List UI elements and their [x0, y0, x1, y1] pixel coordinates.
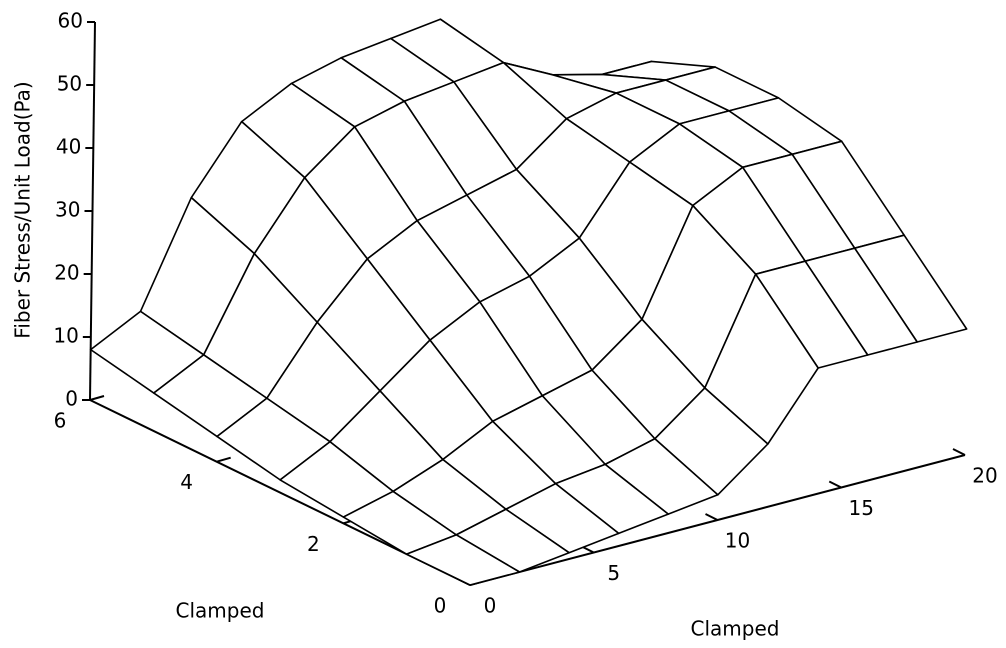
x-tick-label: 20 — [972, 464, 997, 488]
z-tick-label: 30 — [55, 198, 80, 222]
x-tick — [952, 448, 966, 456]
z-tick-label: 60 — [58, 9, 83, 33]
y-tick-label: 4 — [180, 470, 193, 494]
z-tick-label: 50 — [57, 72, 82, 96]
y-tick-label: 2 — [307, 532, 320, 556]
x-tick-label: 0 — [484, 594, 497, 618]
x-axis-label: Clamped — [691, 617, 780, 641]
y-tick-label: 0 — [434, 594, 447, 618]
x-tick-label: 10 — [725, 529, 750, 553]
y-axis-label: Clamped — [176, 599, 265, 623]
surface-patch — [405, 534, 521, 586]
y-tick-label: 6 — [54, 409, 67, 433]
z-tick-label: 20 — [54, 261, 79, 285]
y-tick — [89, 395, 105, 401]
z-tick-label: 40 — [56, 135, 81, 159]
y-tick — [216, 456, 231, 463]
x-tick-label: 15 — [849, 496, 874, 520]
z-axis-label: Fiber Stress/Unit Load(Pa) — [11, 81, 35, 338]
z-tick-label: 10 — [53, 324, 78, 348]
x-tick — [705, 513, 718, 521]
x-tick — [828, 480, 842, 489]
z-tick-label: 0 — [65, 387, 78, 411]
x-tick-label: 5 — [607, 561, 620, 585]
